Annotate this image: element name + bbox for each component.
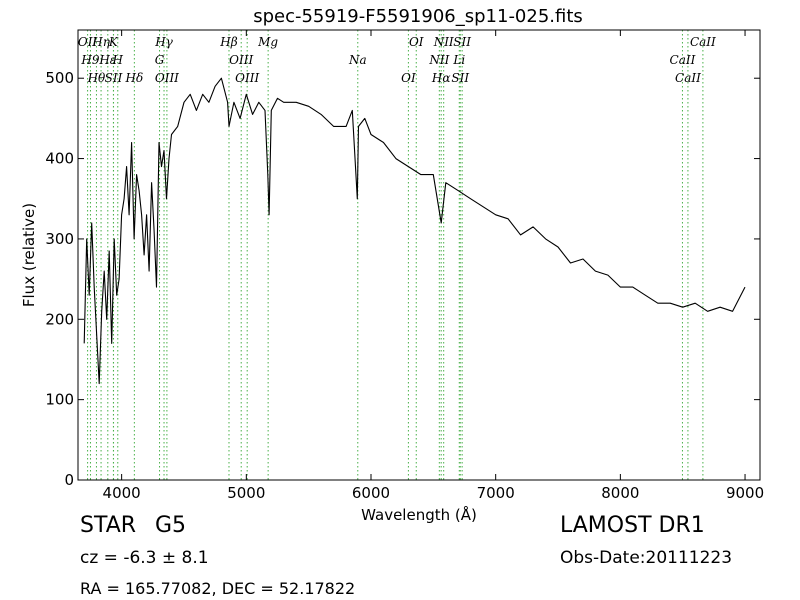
line-label: OI	[409, 35, 424, 49]
x-tick-label: 8000	[601, 484, 639, 502]
line-label: Hη	[91, 35, 110, 49]
y-tick-label: 200	[45, 310, 74, 328]
spectrum-series	[83, 77, 746, 385]
line-label: K	[108, 35, 119, 49]
x-axis-label: Wavelength (Å)	[361, 505, 477, 524]
line-label: OIII	[235, 71, 259, 85]
line-label: Hβ	[219, 35, 237, 49]
subclass-label: G5	[155, 513, 187, 538]
line-label: CaII	[690, 35, 716, 49]
line-label: Hδ	[125, 71, 144, 85]
line-label: G	[155, 53, 165, 67]
line-label: OIII	[155, 71, 179, 85]
y-tick-label: 400	[45, 150, 74, 168]
line-label: SII	[453, 35, 471, 49]
line-label: OII	[78, 35, 98, 49]
line-label: Hγ	[154, 35, 173, 49]
y-tick-label: 300	[45, 230, 74, 248]
line-label: Hα	[431, 71, 451, 85]
line-label: Hε	[98, 53, 116, 67]
line-label: NII	[433, 35, 454, 49]
line-label: CaII	[670, 53, 696, 67]
plot-frame	[77, 29, 761, 481]
emission-line-markers	[87, 30, 704, 480]
line-label: SII	[105, 71, 123, 85]
spectrum-line	[83, 77, 746, 385]
line-label: OIII	[229, 53, 253, 67]
y-tick-label: 500	[45, 69, 74, 87]
y-tick-label: 0	[64, 471, 74, 489]
x-tick-label: 6000	[352, 484, 390, 502]
x-tick-label: 4000	[103, 484, 141, 502]
y-axis: 0 100 200 300 400 500	[45, 69, 760, 489]
obs-date-label: Obs-Date:20111223	[560, 548, 733, 568]
y-tick-label: 100	[45, 391, 74, 409]
x-axis: 4000 5000 6000 7000 8000 9000	[103, 30, 764, 502]
chart-title: spec-55919-F5591906_sp11-025.fits	[253, 6, 583, 27]
line-label: Na	[348, 53, 367, 67]
line-label: CaII	[675, 71, 701, 85]
line-label: SII	[451, 71, 469, 85]
line-label: NII	[428, 53, 449, 67]
x-tick-label: 9000	[726, 484, 764, 502]
coordinates-label: RA = 165.77082, DEC = 52.17822	[80, 579, 356, 598]
line-label: OI	[401, 71, 416, 85]
line-label: H9	[80, 53, 99, 67]
line-label: Hθ	[87, 71, 106, 85]
line-label: H	[112, 53, 124, 67]
line-label: Mg	[257, 35, 278, 49]
y-axis-label: Flux (relative)	[20, 203, 38, 307]
x-tick-label: 7000	[477, 484, 515, 502]
redshift-label: cz = -6.3 ± 8.1	[80, 548, 209, 568]
x-tick-label: 5000	[227, 484, 265, 502]
line-label: Li	[452, 53, 465, 67]
class-label: STAR	[80, 513, 137, 538]
survey-label: LAMOST DR1	[560, 513, 705, 538]
